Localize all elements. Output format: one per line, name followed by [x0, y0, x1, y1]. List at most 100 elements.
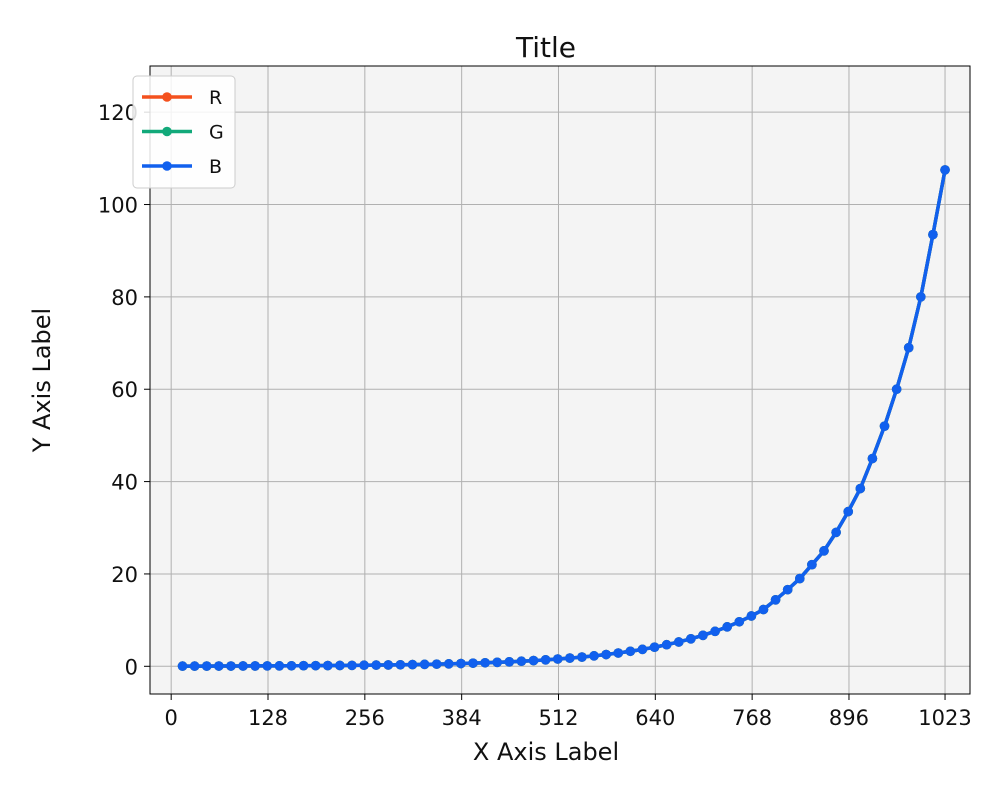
- data-point: [383, 660, 394, 670]
- x-tick-label: 256: [345, 706, 385, 730]
- data-point: [322, 660, 333, 671]
- data-point: [444, 659, 454, 669]
- data-point: [238, 661, 248, 671]
- series-b: [177, 165, 950, 671]
- data-point: [214, 661, 224, 671]
- legend-marker: [162, 161, 172, 171]
- plot-frame: [149, 65, 971, 695]
- legend-label: B: [209, 156, 222, 178]
- data-point: [298, 660, 309, 671]
- legend: RGB: [132, 75, 236, 189]
- x-tick-label: 0: [164, 706, 177, 730]
- data-point: [867, 453, 878, 464]
- data-point: [335, 660, 345, 671]
- x-tick-label: 1023: [918, 706, 971, 730]
- data-point: [928, 229, 938, 240]
- y-tick-label: 0: [125, 655, 138, 679]
- x-tick-label: 128: [248, 706, 288, 730]
- data-point: [359, 660, 369, 671]
- data-point: [480, 657, 490, 668]
- legend-item-g: G: [142, 122, 224, 144]
- x-axis-ticks: 0 128 256 384 512 640 768 896 1023: [164, 694, 972, 730]
- y-axis-ticks: 0 20 40 60 80 100 120: [98, 101, 150, 679]
- data-point: [431, 659, 442, 669]
- data-point: [577, 652, 587, 662]
- data-point: [770, 595, 781, 605]
- series-line-b: [180, 168, 947, 668]
- x-tick-label: 768: [732, 706, 772, 730]
- data-point: [613, 648, 624, 658]
- data-point: [625, 646, 636, 657]
- data-point: [879, 421, 890, 431]
- data-point: [661, 639, 672, 650]
- legend-marker: [162, 126, 172, 137]
- legend-label: R: [209, 87, 222, 109]
- data-point: [686, 634, 696, 644]
- legend-label: G: [209, 122, 224, 144]
- data-point: [419, 659, 430, 670]
- legend-item-r: R: [142, 87, 222, 109]
- x-tick-label: 640: [635, 706, 675, 730]
- data-point: [746, 611, 757, 621]
- x-tick-label: 384: [442, 706, 482, 730]
- y-tick-label: 100: [98, 194, 138, 218]
- data-point: [177, 661, 188, 671]
- data-point: [843, 506, 854, 517]
- data-point: [673, 637, 684, 647]
- data-point: [698, 630, 708, 641]
- data-point: [637, 644, 648, 655]
- plot-area: [150, 66, 970, 694]
- data-point: [189, 661, 200, 671]
- x-axis-title: X Axis Label: [473, 738, 619, 766]
- data-point: [807, 559, 817, 570]
- data-point: [782, 584, 793, 595]
- data-point: [710, 626, 720, 637]
- legend-marker: [162, 92, 172, 102]
- data-point: [395, 659, 406, 670]
- data-point: [407, 659, 418, 670]
- data-point: [468, 658, 478, 668]
- data-point: [758, 604, 769, 615]
- data-point: [734, 616, 745, 627]
- chart-title: Title: [515, 31, 576, 64]
- data-point: [589, 651, 599, 661]
- data-point: [492, 657, 503, 668]
- y-tick-label: 80: [111, 286, 138, 310]
- data-point: [274, 661, 285, 671]
- data-point: [226, 661, 236, 671]
- y-tick-label: 60: [111, 378, 138, 402]
- data-point: [201, 661, 212, 671]
- data-point: [347, 660, 357, 671]
- y-tick-label: 40: [111, 471, 138, 495]
- data-point: [552, 654, 563, 664]
- x-tick-label: 896: [829, 706, 869, 730]
- data-point: [528, 655, 539, 666]
- grid: [150, 66, 970, 694]
- x-tick-label: 512: [538, 706, 578, 730]
- data-point: [504, 657, 515, 667]
- data-point: [916, 292, 926, 302]
- data-point: [855, 483, 866, 494]
- data-point: [286, 660, 297, 671]
- data-point: [649, 642, 660, 652]
- legend-item-b: B: [142, 156, 222, 178]
- y-tick-label: 120: [98, 101, 138, 125]
- data-point: [831, 527, 841, 538]
- data-point: [456, 658, 466, 669]
- y-axis-title: Y Axis Label: [28, 308, 56, 453]
- data-point: [310, 660, 321, 671]
- data-point: [722, 622, 732, 632]
- data-point: [903, 342, 914, 353]
- data-point: [891, 384, 902, 395]
- y-tick-label: 20: [111, 563, 138, 587]
- data-point: [794, 573, 805, 584]
- data-point: [250, 661, 260, 671]
- series-layer: [177, 165, 950, 671]
- data-point: [601, 649, 611, 660]
- data-point: [940, 165, 950, 175]
- data-point: [262, 661, 273, 671]
- data-point: [819, 546, 829, 556]
- data-point: [516, 656, 527, 667]
